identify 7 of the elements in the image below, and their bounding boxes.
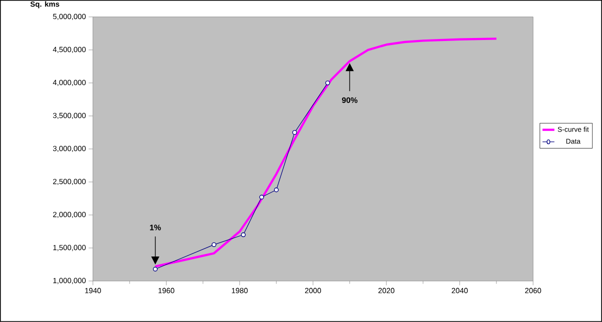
- point: [325, 80, 330, 86]
- point: [292, 130, 298, 135]
- point: [259, 194, 264, 200]
- point: [152, 266, 158, 272]
- point: [274, 188, 279, 192]
- point: [240, 232, 246, 238]
- point: [212, 242, 216, 248]
